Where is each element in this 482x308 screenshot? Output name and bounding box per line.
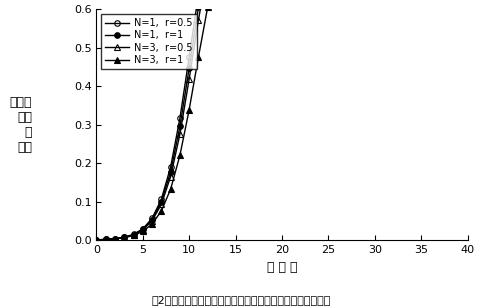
N=1,  r=1: [94, 238, 99, 242]
N=3,  r=1: [140, 229, 146, 233]
N=3,  r=1: [196, 55, 201, 59]
Line: N=1,  r=0.5: N=1, r=0.5: [94, 0, 470, 243]
N=3,  r=0.5: [186, 77, 192, 81]
N=1,  r=1: [103, 238, 108, 241]
N=1,  r=1: [149, 218, 155, 221]
N=1,  r=1: [177, 124, 183, 128]
N=3,  r=0.5: [149, 219, 155, 223]
N=1,  r=0.5: [177, 116, 183, 120]
N=1,  r=1: [196, 5, 201, 9]
N=3,  r=0.5: [131, 233, 136, 237]
N=3,  r=0.5: [140, 228, 146, 232]
N=3,  r=1: [149, 222, 155, 226]
N=1,  r=1: [131, 233, 136, 237]
N=1,  r=0.5: [131, 233, 136, 236]
N=1,  r=1: [186, 66, 192, 70]
Text: 図2　バイオタイプ発達速度に及ぼす害虫の移動能力の影響: 図2 バイオタイプ発達速度に及ぼす害虫の移動能力の影響: [151, 295, 331, 305]
N=1,  r=0.5: [140, 227, 146, 231]
N=1,  r=0.5: [112, 237, 118, 241]
Legend: N=1,  r=0.5, N=1,  r=1, N=3,  r=0.5, N=3,  r=1: N=1, r=0.5, N=1, r=1, N=3, r=0.5, N=3, r…: [101, 14, 197, 69]
N=3,  r=0.5: [177, 132, 183, 136]
Y-axis label: 加害性
遗伝
子
頼度: 加害性 遗伝 子 頼度: [10, 96, 32, 154]
N=3,  r=1: [121, 236, 127, 240]
N=3,  r=1: [186, 108, 192, 111]
N=1,  r=0.5: [159, 197, 164, 201]
N=3,  r=0.5: [94, 238, 99, 242]
N=3,  r=1: [112, 237, 118, 241]
N=3,  r=0.5: [112, 237, 118, 241]
N=1,  r=0.5: [103, 238, 108, 241]
N=1,  r=0.5: [121, 235, 127, 239]
N=1,  r=1: [168, 170, 174, 174]
N=3,  r=0.5: [121, 236, 127, 239]
N=3,  r=1: [159, 209, 164, 213]
N=3,  r=1: [94, 238, 99, 242]
N=1,  r=0.5: [186, 55, 192, 59]
N=3,  r=0.5: [196, 18, 201, 22]
N=3,  r=0.5: [159, 202, 164, 206]
N=3,  r=1: [131, 234, 136, 237]
N=1,  r=0.5: [168, 165, 174, 169]
N=1,  r=1: [121, 236, 127, 239]
Line: N=3,  r=0.5: N=3, r=0.5: [94, 0, 470, 243]
N=1,  r=1: [159, 200, 164, 204]
N=3,  r=0.5: [168, 175, 174, 178]
N=1,  r=1: [140, 228, 146, 231]
N=1,  r=1: [112, 237, 118, 241]
Line: N=1,  r=1: N=1, r=1: [94, 0, 470, 243]
Line: N=3,  r=1: N=3, r=1: [94, 0, 470, 243]
X-axis label: 世 代 数: 世 代 数: [267, 261, 297, 274]
N=3,  r=1: [168, 187, 174, 191]
N=3,  r=1: [103, 238, 108, 241]
N=1,  r=0.5: [149, 217, 155, 220]
N=3,  r=0.5: [103, 238, 108, 241]
N=1,  r=0.5: [94, 238, 99, 242]
N=3,  r=1: [177, 154, 183, 157]
N=3,  r=1: [205, 5, 211, 9]
